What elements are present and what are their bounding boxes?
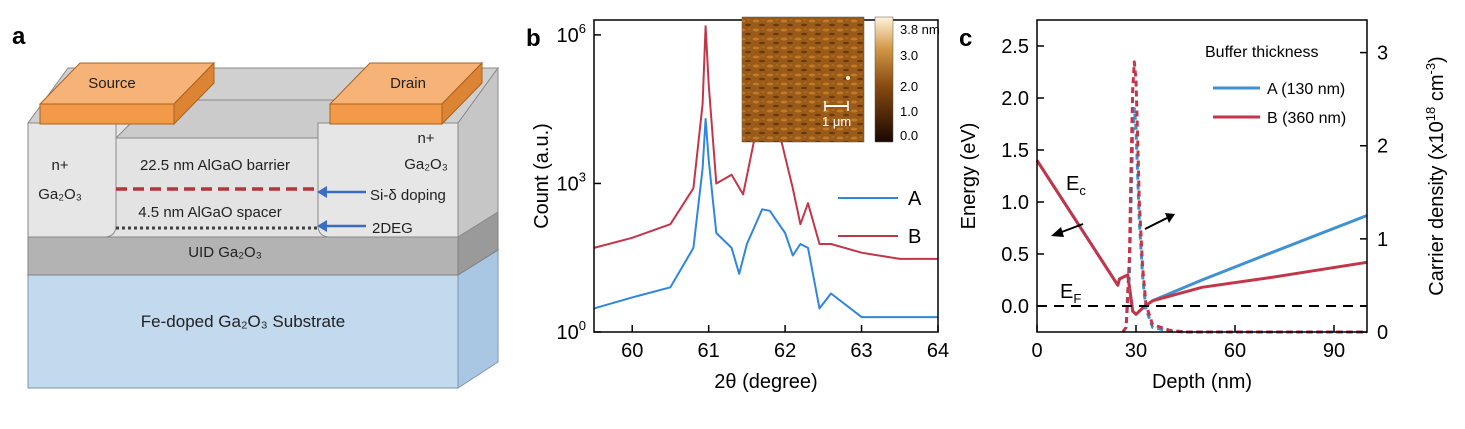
nplus-left-region [27, 122, 117, 238]
axis-pointer-right [1144, 213, 1175, 230]
spacer-label: 4.5 nm AlGaO spacer [138, 204, 281, 221]
xrd-x-tick-label: 63 [850, 340, 872, 362]
axis-pointer-left [1051, 223, 1084, 237]
xrd-chart: b 60 61 62 63 64 100 103 106 2θ (degree) Count … [526, 16, 950, 393]
band-legend-label-0: A (130 nm) [1267, 81, 1345, 98]
drain-contact-side [441, 61, 483, 126]
band-series-energy-1 [1035, 159, 1368, 316]
panel-a-label: a [12, 23, 26, 50]
afm-scalebar-label: 1 μm [822, 114, 851, 129]
band-y-tick-label: 1.5 [1001, 140, 1029, 162]
barrier-label: 22.5 nm AlGaO barrier [140, 157, 290, 174]
nplus-right-label: n+ [417, 130, 434, 147]
band-y2-tick-label: 3 [1377, 43, 1388, 65]
source-label: Source [88, 75, 136, 92]
xrd-x-tick-label: 62 [774, 340, 796, 362]
band-legend-label-1: B (360 nm) [1267, 110, 1346, 127]
band-y-tick-label: 2.0 [1001, 88, 1029, 110]
afm-image [741, 16, 865, 143]
band-x-tick-label: 60 [1224, 340, 1246, 362]
band-y2-tick-label: 2 [1377, 136, 1388, 158]
band-y-tick-label: 0.5 [1001, 244, 1029, 266]
xrd-x-tick-label: 60 [621, 340, 643, 362]
band-diagram-panel: c 0 30 60 90 0.0 0.5 1.0 1.5 2.0 2.5 0 1 2 3 Depth (n… [955, 0, 1465, 424]
afm-particle [846, 76, 850, 80]
xrd-legend: AB [838, 188, 922, 248]
panel-c-label: c [959, 25, 972, 52]
twodeg-arrowhead [317, 220, 327, 232]
afm-colorbar-label-4: 1.0 [900, 104, 918, 119]
band-plot-frame [1036, 19, 1368, 333]
band-x-tick-label: 90 [1323, 340, 1345, 362]
device-schematic: a Fe-doped Ga₂O₃ Substrate UID Ga₂O₃ 22.… [12, 23, 500, 389]
band-diagram-chart: c 0 30 60 90 0.0 0.5 1.0 1.5 2.0 2.5 0 1 2 3 Depth (n… [958, 19, 1448, 393]
ga2o3-right-label: Ga₂O₃ [404, 156, 448, 173]
afm-colorbar-label-3: 2.0 [900, 79, 918, 94]
band-legend: A (130 nm) B (360 nm) [1213, 81, 1346, 127]
band-y-tick-label: 1.0 [1001, 192, 1029, 214]
afm-inset: 1 μm 3.8 nm 3.0 2.0 1.0 0.0 [741, 16, 940, 143]
xrd-y-tick-label: 106 [557, 21, 586, 47]
xrd-y-axis-label: Count (a.u.) [531, 123, 553, 229]
xrd-y-tick-label: 103 [557, 169, 586, 195]
xrd-x-axis-label: 2θ (degree) [714, 371, 817, 393]
uid-label: UID Ga₂O₃ [188, 244, 262, 261]
xrd-legend-label-B: B [908, 226, 921, 248]
ef-label: EF [1060, 281, 1081, 306]
source-contact-front [39, 103, 175, 125]
si-doping-label: Si-δ doping [370, 187, 446, 204]
band-series-density-3 [1121, 60, 1367, 334]
ec-label: Ec [1066, 173, 1086, 198]
substrate-label: Fe-doped Ga₂O₃ Substrate [141, 312, 345, 331]
band-y2-tick-label: 1 [1377, 229, 1388, 251]
uid-layer-front [27, 236, 459, 276]
band-series-group [1035, 60, 1368, 334]
xrd-x-tick-label: 61 [698, 340, 720, 362]
band-y2-tick-label: 0 [1377, 322, 1388, 344]
band-y-axis-label: Energy (eV) [958, 123, 980, 230]
source-contact-side [173, 61, 215, 126]
doping-arrowhead [317, 186, 327, 198]
xrd-legend-label-A: A [908, 188, 922, 210]
xrd-axes: 60 61 62 63 64 100 103 106 [557, 21, 950, 362]
ga2o3-left-label: Ga₂O₃ [38, 186, 82, 203]
band-y-tick-label: 0.0 [1001, 296, 1029, 318]
afm-colorbar-label-1: 3.8 nm [900, 22, 940, 37]
band-y-tick-label: 2.5 [1001, 36, 1029, 58]
band-axes: 0 30 60 90 0.0 0.5 1.0 1.5 2.0 2.5 0 1 2 3 [1001, 36, 1388, 362]
band-legend-title: Buffer thickness [1205, 44, 1319, 61]
band-x-tick-label: 0 [1031, 340, 1042, 362]
band-x-tick-label: 30 [1125, 340, 1147, 362]
band-x-axis-label: Depth (nm) [1152, 371, 1252, 393]
twodeg-label: 2DEG [372, 220, 413, 237]
device-schematic-panel: a Fe-doped Ga₂O₃ Substrate UID Ga₂O₃ 22.… [0, 0, 500, 424]
afm-colorbar [874, 16, 894, 143]
afm-colorbar-label-2: 3.0 [900, 48, 918, 63]
substrate-front-face [27, 274, 459, 389]
nplus-left-label: n+ [51, 157, 68, 174]
drain-label: Drain [390, 75, 426, 92]
xrd-series-A [593, 118, 938, 319]
band-y2-axis-label: Carrier density (x1018 cm-3) [1423, 56, 1448, 295]
xrd-x-tick-label: 64 [927, 340, 949, 362]
xrd-y-tick-label: 100 [557, 318, 586, 344]
xrd-panel: b 60 61 62 63 64 100 103 106 2θ (degree) Count … [500, 0, 955, 424]
afm-colorbar-label-5: 0.0 [900, 128, 918, 143]
panel-b-label: b [526, 25, 541, 52]
drain-contact-front [329, 103, 443, 125]
